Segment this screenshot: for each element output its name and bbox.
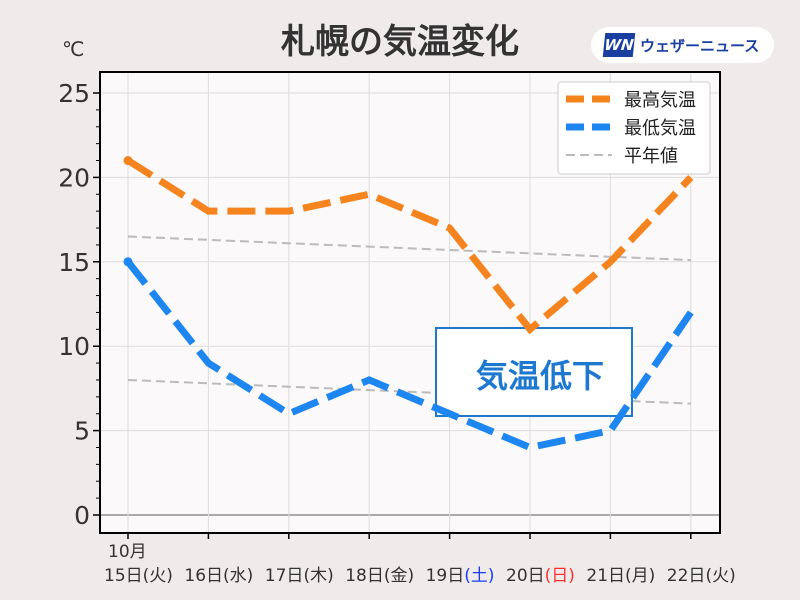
x-day: 20日 xyxy=(506,566,545,586)
x-day: 18日 xyxy=(345,566,384,586)
chart-title: 札幌の気温変化 xyxy=(281,22,519,62)
annotation-text: 気温低下 xyxy=(476,357,604,395)
x-weekday: (日) xyxy=(545,566,575,586)
normal-line xyxy=(127,235,691,262)
y-tick-label: 25 xyxy=(58,79,90,108)
month-label: 10月 xyxy=(108,542,147,562)
plot-frame xyxy=(99,71,721,534)
x-weekday: (水) xyxy=(223,566,253,586)
x-day: 17日 xyxy=(265,566,304,586)
annotation-box xyxy=(435,327,633,417)
x-weekday: (月) xyxy=(625,566,655,586)
start-marker xyxy=(123,257,133,267)
x-tick-label: 19日(土) xyxy=(426,566,495,586)
x-day: 19日 xyxy=(426,566,465,586)
x-day: 21日 xyxy=(586,566,625,586)
legend-label: 平年値 xyxy=(624,146,678,167)
x-tick-label: 18日(金) xyxy=(345,566,414,586)
x-tick-label: 20日(日) xyxy=(506,566,575,586)
x-tick-label: 16日(水) xyxy=(184,566,253,586)
x-tick-label: 17日(木) xyxy=(265,566,334,586)
x-day: 16日 xyxy=(184,566,223,586)
legend-label: 最高気温 xyxy=(624,90,696,111)
x-day: 15日 xyxy=(104,566,143,586)
x-weekday: (火) xyxy=(705,566,735,586)
x-day: 22日 xyxy=(667,566,706,586)
x-tick-label: 21日(月) xyxy=(586,566,655,586)
x-tick-label: 15日(火) xyxy=(104,566,173,586)
legend-label: 最低気温 xyxy=(624,118,696,139)
y-tick-label: 15 xyxy=(58,248,90,277)
y-tick-label: 10 xyxy=(58,332,90,361)
y-axis-unit: ℃ xyxy=(62,37,84,61)
legend-box xyxy=(557,81,711,175)
x-weekday: (火) xyxy=(143,566,173,586)
x-weekday: (金) xyxy=(384,566,414,586)
weathernews-logo: WN ウェザーニュース xyxy=(591,27,774,63)
x-weekday: (木) xyxy=(303,566,333,586)
x-weekday: (土) xyxy=(464,566,494,586)
low-temp-line xyxy=(125,259,694,452)
logo-text: ウェザーニュース xyxy=(640,36,760,55)
y-tick-label: 5 xyxy=(74,417,90,446)
y-tick-label: 20 xyxy=(58,163,90,192)
x-tick-label: 22日(火) xyxy=(667,566,736,586)
start-marker xyxy=(123,156,133,166)
y-tick-label: 0 xyxy=(74,501,90,530)
